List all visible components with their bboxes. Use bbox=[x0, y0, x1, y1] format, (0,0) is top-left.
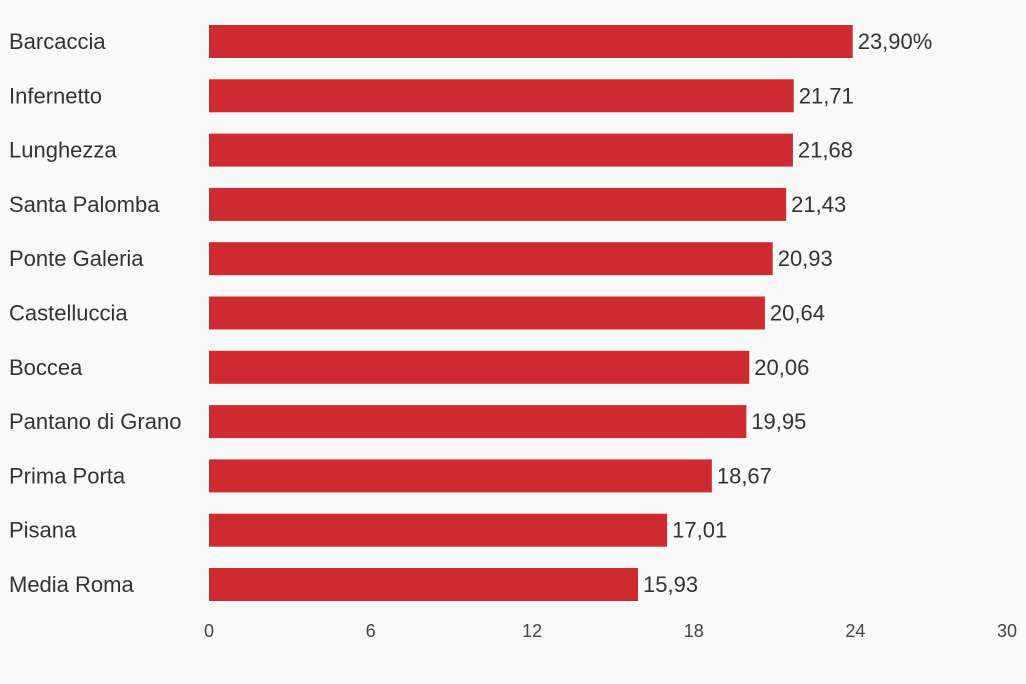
bar bbox=[209, 25, 853, 58]
category-label: Boccea bbox=[9, 355, 83, 380]
value-label: 17,01 bbox=[672, 518, 727, 543]
bar bbox=[209, 405, 747, 439]
value-label: 21,43 bbox=[791, 192, 846, 217]
category-label: Santa Palomba bbox=[9, 192, 160, 217]
value-label: 19,95 bbox=[751, 409, 806, 434]
value-label: 21,68 bbox=[798, 138, 853, 163]
value-label: 18,67 bbox=[717, 463, 772, 488]
value-label: 21,71 bbox=[799, 83, 854, 108]
category-label: Prima Porta bbox=[9, 463, 126, 488]
category-label: Lunghezza bbox=[9, 138, 117, 163]
category-label: Pisana bbox=[9, 518, 77, 543]
category-label: Pantano di Grano bbox=[9, 409, 181, 434]
bar bbox=[209, 296, 765, 330]
category-label: Ponte Galeria bbox=[9, 246, 144, 271]
bars bbox=[209, 25, 853, 601]
value-labels: 23,90% 21,71 21,68 21,43 20,93 20,64 20,06 19,9… bbox=[643, 29, 932, 597]
bar bbox=[209, 350, 750, 384]
category-label: Infernetto bbox=[9, 83, 102, 108]
x-tick-label: 12 bbox=[522, 621, 542, 641]
x-tick-label: 6 bbox=[366, 621, 376, 641]
bar bbox=[209, 568, 639, 601]
value-label: 20,06 bbox=[754, 355, 809, 380]
category-label: Barcaccia bbox=[9, 29, 106, 54]
category-labels: Barcaccia Infernetto Lunghezza Santa Palomb… bbox=[9, 29, 181, 597]
bar bbox=[209, 133, 793, 167]
x-tick-label: 18 bbox=[684, 621, 704, 641]
bar bbox=[209, 79, 794, 113]
value-label: 23,90% bbox=[858, 29, 933, 54]
x-axis-ticks: 0 6 12 18 24 30 bbox=[204, 621, 1017, 641]
category-label: Castelluccia bbox=[9, 301, 128, 326]
bar bbox=[209, 459, 712, 493]
x-tick-label: 24 bbox=[845, 621, 865, 641]
bar bbox=[209, 187, 787, 221]
bar bbox=[209, 513, 668, 547]
bar bbox=[209, 242, 773, 276]
value-label: 20,64 bbox=[770, 301, 825, 326]
value-label: 20,93 bbox=[778, 246, 833, 271]
x-tick-label: 0 bbox=[204, 621, 214, 641]
x-tick-label: 30 bbox=[997, 621, 1017, 641]
value-label: 15,93 bbox=[643, 572, 698, 597]
category-label: Media Roma bbox=[9, 572, 134, 597]
